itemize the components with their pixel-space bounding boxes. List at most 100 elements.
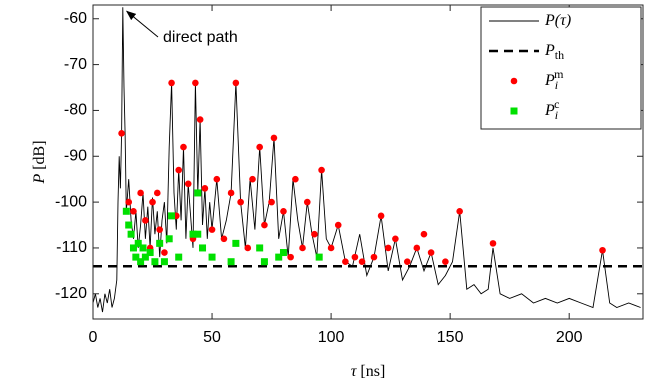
point	[161, 249, 168, 256]
point	[156, 226, 163, 233]
y-tick-label: -80	[64, 102, 87, 119]
x-axis-label: τ [ns]	[351, 363, 386, 380]
x-tick-label: 0	[89, 329, 98, 346]
legend-swatch	[510, 77, 518, 85]
point	[137, 258, 145, 266]
point	[261, 221, 268, 229]
legend-name: P	[544, 72, 555, 89]
point	[413, 244, 421, 252]
point	[153, 189, 161, 197]
point	[125, 198, 133, 206]
point	[287, 253, 294, 261]
legend-name: P	[544, 102, 555, 119]
point	[232, 79, 240, 87]
legend-subscript: i	[555, 108, 558, 122]
point	[292, 175, 299, 183]
legend-name: P(τ)	[544, 12, 571, 29]
point	[227, 189, 235, 197]
point	[280, 207, 287, 215]
point	[427, 249, 435, 256]
point	[327, 244, 335, 252]
point	[220, 235, 228, 243]
point	[268, 198, 275, 206]
point	[139, 244, 147, 252]
point	[192, 79, 199, 87]
point	[184, 180, 192, 188]
point	[599, 246, 606, 254]
point	[134, 239, 142, 247]
point	[244, 244, 252, 252]
point	[392, 235, 399, 243]
point	[351, 253, 359, 261]
point	[208, 226, 216, 233]
point	[129, 244, 137, 252]
annotation-arrow	[125, 10, 159, 38]
x-label-symbol: τ	[351, 363, 358, 380]
y-tick-label: -110	[56, 239, 87, 256]
point	[175, 166, 183, 174]
point	[189, 230, 197, 238]
legend-label: Pim	[544, 67, 564, 92]
point	[260, 258, 268, 266]
point	[118, 130, 125, 137]
y-label-unit: [dB]	[31, 140, 48, 169]
point	[213, 175, 221, 183]
point	[420, 230, 428, 238]
point	[303, 198, 311, 206]
y-tick-label: -90	[64, 147, 87, 164]
point	[227, 258, 235, 266]
point	[318, 166, 325, 174]
point	[489, 240, 497, 247]
point	[377, 212, 385, 220]
point	[160, 258, 168, 266]
legend-superscript: m	[554, 67, 564, 81]
point	[149, 198, 156, 206]
point	[315, 253, 323, 261]
point	[342, 258, 349, 266]
axes-box	[92, 4, 644, 320]
point	[456, 207, 463, 215]
annotation: direct path	[163, 29, 238, 46]
legend-label: Pic	[544, 97, 559, 122]
legend-label: P(τ)	[544, 12, 571, 29]
point	[151, 258, 159, 266]
point	[141, 253, 149, 261]
point	[299, 244, 306, 252]
point	[146, 249, 154, 257]
legend-subscript: th	[555, 48, 564, 62]
point	[256, 143, 263, 151]
point	[127, 230, 135, 238]
point	[132, 253, 140, 261]
point	[156, 239, 164, 247]
point	[311, 230, 318, 238]
point	[180, 143, 187, 151]
y-tick-label: -60	[64, 10, 87, 27]
legend-label: Pth	[544, 42, 564, 62]
point	[249, 175, 256, 183]
point	[142, 217, 149, 224]
y-label-symbol: P	[31, 174, 48, 185]
point	[137, 189, 144, 197]
point	[130, 207, 137, 215]
point	[279, 249, 287, 257]
legend-name: P	[544, 42, 555, 59]
point	[208, 253, 216, 261]
x-tick-label: 150	[437, 329, 464, 346]
legend-superscript: c	[554, 97, 559, 111]
x-tick-label: 50	[203, 329, 221, 346]
point	[122, 207, 130, 215]
point	[168, 212, 176, 220]
point	[165, 235, 173, 243]
point	[370, 253, 378, 261]
point	[442, 258, 449, 266]
point	[199, 244, 207, 252]
point	[384, 244, 392, 252]
x-tick-label: 100	[318, 329, 345, 346]
point	[256, 244, 264, 252]
point	[334, 221, 342, 229]
point	[275, 253, 283, 261]
y-tick-label: -120	[55, 285, 87, 302]
point	[270, 134, 278, 142]
point	[232, 239, 240, 247]
